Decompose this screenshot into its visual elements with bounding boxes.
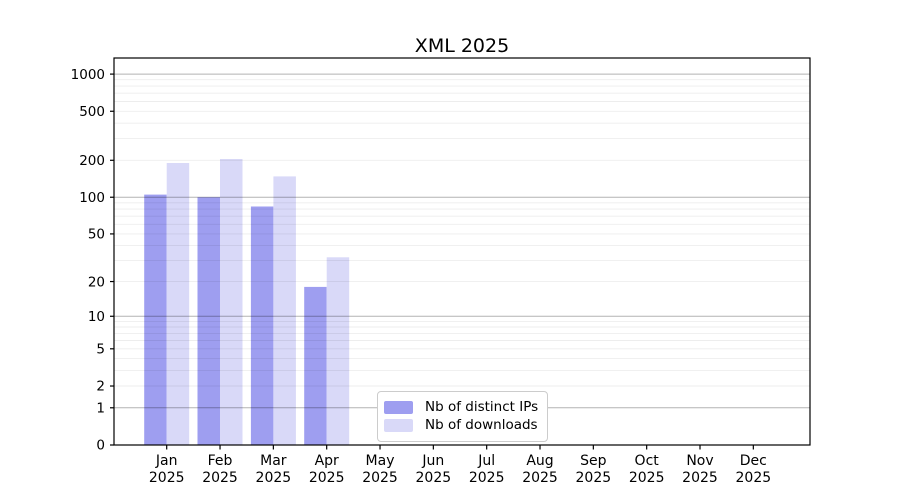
y-tick-label-200: 200 [79,153,105,169]
legend: Nb of distinct IPs Nb of downloads [377,391,549,442]
bar-feb-distinct-ips [197,197,220,445]
x-tick-label-month-dec: Dec [740,453,767,469]
x-tick-label-year-jul: 2025 [469,470,505,486]
x-tick-label-year-dec: 2025 [736,470,772,486]
plot-border [113,57,811,446]
x-tick-label-year-feb: 2025 [202,470,238,486]
bar-mar-distinct-ips [250,206,274,445]
y-tick-label-0: 0 [96,438,105,454]
x-tick-label-year-jan: 2025 [149,470,185,486]
chart-title: XML 2025 [414,35,510,57]
x-tick-label-year-sep: 2025 [576,470,612,486]
x-tick-label-month-may: May [366,453,395,469]
x-tick-label-month-apr: Apr [315,453,339,469]
x-tick-label-month-sep: Sep [580,453,607,469]
x-tick-label-year-jun: 2025 [416,470,452,486]
bar-mar-downloads [273,176,296,445]
bar-apr-downloads [326,257,350,445]
x-tick-label-month-mar: Mar [260,453,287,469]
x-tick-label-month-oct: Oct [635,453,660,469]
y-tick-label-10: 10 [88,309,105,325]
legend-item-downloads: Nb of downloads [384,417,538,433]
legend-label-distinct-ips: Nb of distinct IPs [425,399,539,415]
x-tick-label-year-mar: 2025 [256,470,292,486]
bars-group [144,159,350,445]
bar-apr-distinct-ips [304,286,327,445]
x-tick-label-month-jul: Jul [477,453,495,469]
x-axis: Jan2025Feb2025Mar2025Apr2025May2025Jun20… [149,445,771,486]
x-tick-label-month-nov: Nov [686,453,713,469]
legend-swatch-distinct-ips [384,400,413,414]
legend-label-downloads: Nb of downloads [425,417,538,433]
x-tick-label-month-aug: Aug [526,453,553,469]
y-tick-label-5: 5 [96,342,105,358]
y-tick-label-500: 500 [79,104,105,120]
x-tick-label-month-jun: Jun [421,453,444,469]
x-tick-label-year-apr: 2025 [309,470,345,486]
y-axis: 0 1 2 5 10 20 50 100 200 500 1000 [71,67,114,454]
legend-swatch-downloads [384,418,413,432]
x-tick-label-month-feb: Feb [208,453,233,469]
x-tick-label-year-may: 2025 [362,470,398,486]
y-tick-label-1000: 1000 [71,67,105,83]
bar-jan-downloads [166,163,190,445]
x-tick-label-month-jan: Jan [155,453,178,469]
y-tick-label-50: 50 [88,227,105,243]
y-tick-label-2: 2 [96,379,105,395]
y-tick-label-20: 20 [88,274,105,290]
bar-jan-distinct-ips [144,194,167,445]
x-tick-label-year-aug: 2025 [522,470,558,486]
legend-item-distinct-ips: Nb of distinct IPs [384,399,538,415]
x-tick-label-year-oct: 2025 [629,470,665,486]
y-tick-label-1: 1 [96,401,105,417]
y-tick-label-100: 100 [79,190,105,206]
bar-feb-downloads [220,159,243,445]
x-tick-label-year-nov: 2025 [682,470,718,486]
